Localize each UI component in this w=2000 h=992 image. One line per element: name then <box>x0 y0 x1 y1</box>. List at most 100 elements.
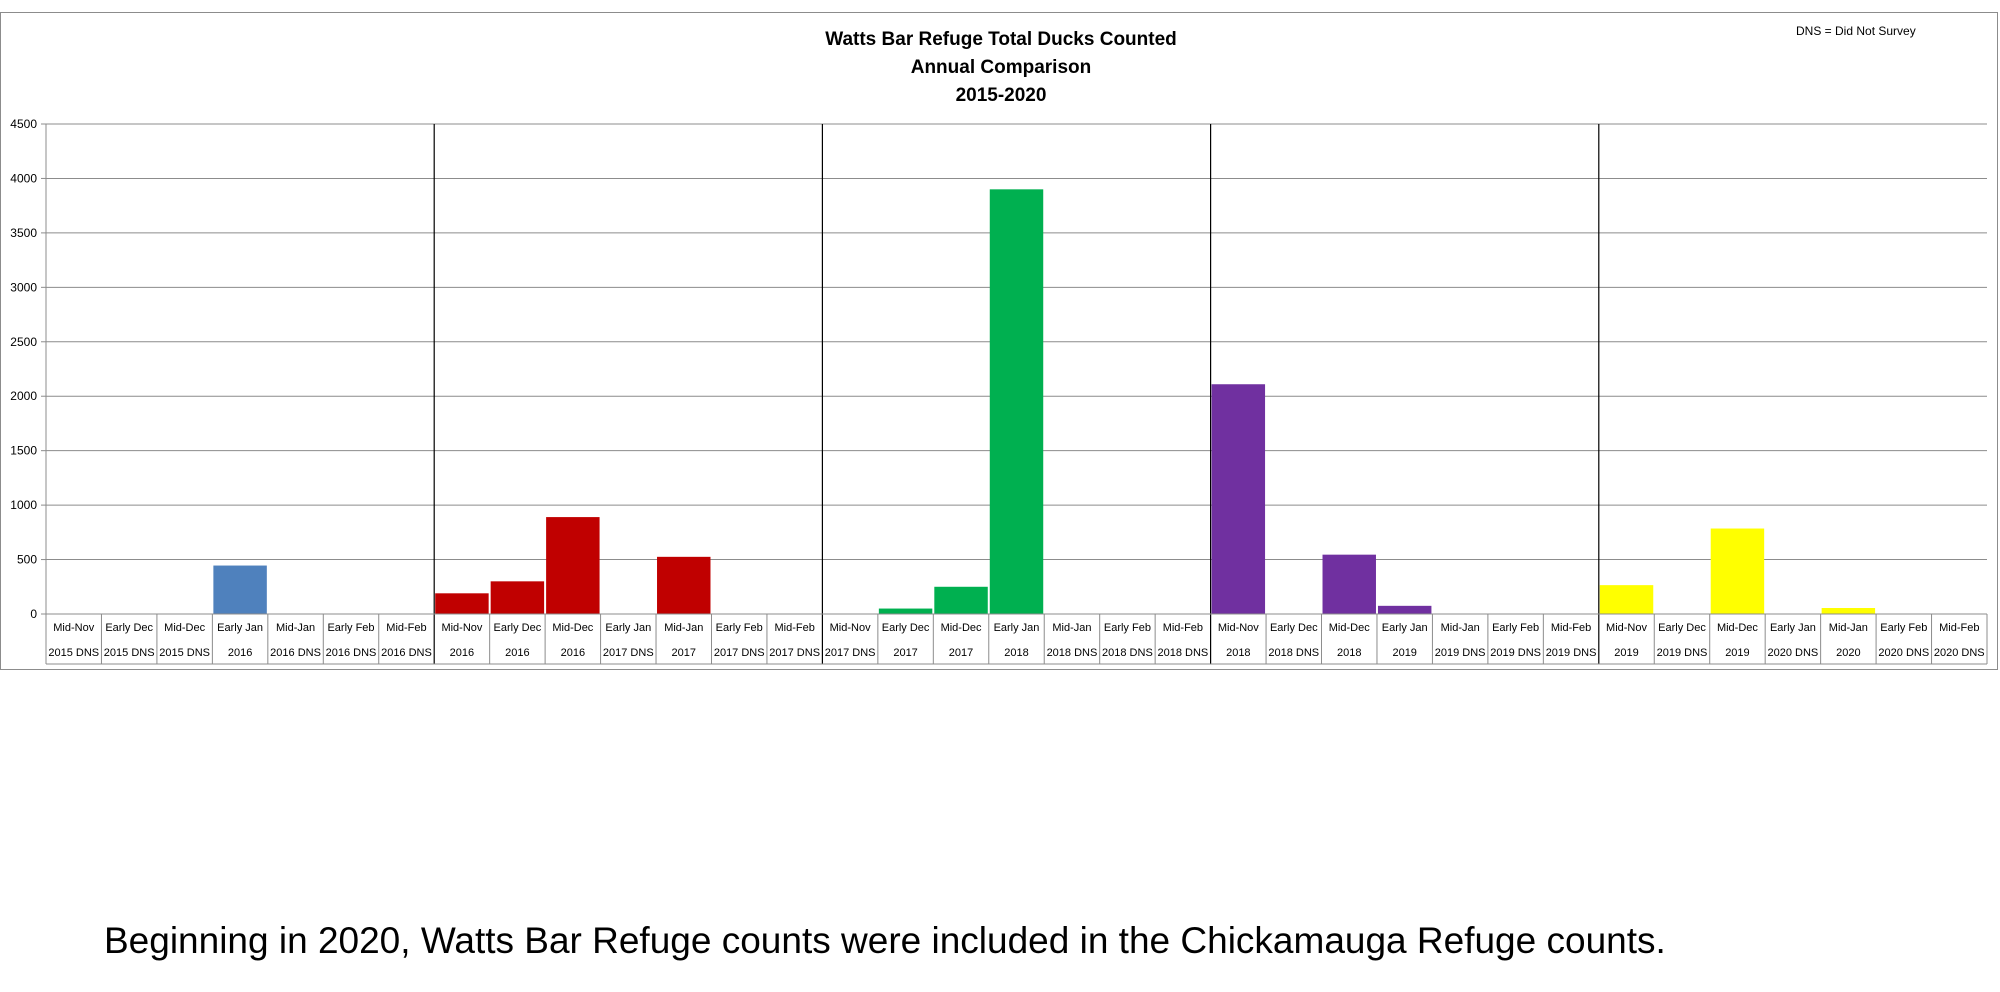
x-tick-label-period: Early Dec <box>494 622 542 634</box>
x-tick-label-year: 2018 <box>1226 647 1250 659</box>
x-tick-label-period: Mid-Feb <box>1939 622 1979 634</box>
chart-title: Watts Bar Refuge Total Ducks Counted Ann… <box>825 29 1177 106</box>
x-tick-label-year: 2017 DNS <box>603 647 654 659</box>
bar <box>490 581 545 614</box>
x-tick-label-year: 2018 <box>1337 647 1361 659</box>
y-tick-label: 0 <box>30 607 37 621</box>
x-tick-label-year: 2018 DNS <box>1157 647 1208 659</box>
x-tick-label-year: 2017 <box>949 647 973 659</box>
x-tick-label-year: 2017 DNS <box>714 647 765 659</box>
x-tick-label-period: Mid-Dec <box>552 622 593 634</box>
x-tick-label-year: 2017 DNS <box>769 647 820 659</box>
x-tick-label-period: Early Jan <box>217 622 263 634</box>
x-tick-label-year: 2020 <box>1836 647 1860 659</box>
y-tick-label: 3500 <box>10 226 37 240</box>
bars <box>213 189 1876 615</box>
x-tick-label-period: Early Dec <box>882 622 930 634</box>
x-tick-label-year: 2018 DNS <box>1268 647 1319 659</box>
x-tick-label-period: Mid-Feb <box>774 622 814 634</box>
y-tick-label: 1000 <box>10 498 37 512</box>
y-tick-label: 1500 <box>10 444 37 458</box>
x-tick-label-period: Early Dec <box>105 622 153 634</box>
x-tick-label-period: Mid-Nov <box>1606 622 1647 634</box>
bar <box>1821 608 1876 614</box>
x-tick-label-year: 2015 DNS <box>104 647 155 659</box>
x-tick-label-period: Early Jan <box>605 622 651 634</box>
x-tick-label-year: 2017 <box>893 647 917 659</box>
x-tick-label-year: 2020 DNS <box>1934 647 1985 659</box>
bar <box>213 565 267 614</box>
x-tick-label-period: Mid-Feb <box>1163 622 1203 634</box>
x-tick-label-period: Mid-Nov <box>441 622 482 634</box>
x-tick-label-year: 2019 DNS <box>1657 647 1708 659</box>
duck-count-chart: Watts Bar Refuge Total Ducks Counted Ann… <box>10 24 1988 665</box>
bar <box>1377 605 1432 614</box>
y-tick-label: 4000 <box>10 171 37 185</box>
x-tick-label-year: 2019 DNS <box>1546 647 1597 659</box>
bar <box>1211 384 1266 614</box>
x-tick-label-year: 2016 <box>561 647 585 659</box>
x-tick-label-period: Mid-Dec <box>941 622 982 634</box>
chart-years-line: 2015-2020 <box>956 85 1047 106</box>
x-tick-label-year: 2016 DNS <box>270 647 321 659</box>
y-tick-label: 3000 <box>10 280 37 294</box>
x-tick-label-year: 2020 DNS <box>1768 647 1819 659</box>
x-tick-label-year: 2016 DNS <box>326 647 377 659</box>
x-tick-label-year: 2019 DNS <box>1435 647 1486 659</box>
x-tick-label-period: Early Jan <box>994 622 1040 634</box>
x-tick-label-year: 2019 DNS <box>1490 647 1541 659</box>
bar <box>1710 528 1765 614</box>
axes <box>41 123 1988 665</box>
bar <box>657 556 711 614</box>
x-tick-label-period: Mid-Dec <box>1717 622 1758 634</box>
y-tick-label: 2000 <box>10 389 37 403</box>
x-tick-label-period: Early Jan <box>1382 622 1428 634</box>
x-tick-label-period: Mid-Jan <box>1829 622 1868 634</box>
x-tick-label-period: Early Jan <box>1770 622 1816 634</box>
y-tick-label: 2500 <box>10 335 37 349</box>
bar <box>546 517 600 614</box>
bar <box>878 608 933 614</box>
chart-frame: Watts Bar Refuge Total Ducks Counted Ann… <box>0 12 1998 670</box>
x-tick-label-year: 2015 DNS <box>159 647 210 659</box>
x-tick-label-period: Early Dec <box>1658 622 1706 634</box>
bar <box>934 586 988 614</box>
x-tick-label-year: 2016 DNS <box>381 647 432 659</box>
x-tick-label-year: 2018 <box>1004 647 1028 659</box>
x-tick-label-year: 2016 <box>450 647 474 659</box>
x-tick-label-period: Mid-Jan <box>664 622 703 634</box>
x-tick-label-period: Early Feb <box>327 622 374 634</box>
x-tick-label-year: 2015 DNS <box>48 647 99 659</box>
x-tick-label-period: Mid-Jan <box>276 622 315 634</box>
dns-legend-note: DNS = Did Not Survey <box>1796 24 1916 38</box>
x-tick-label-period: Mid-Nov <box>830 622 871 634</box>
bar <box>435 593 489 614</box>
x-tick-label-period: Early Feb <box>1104 622 1151 634</box>
bar <box>1322 554 1376 614</box>
x-tick-label-period: Mid-Dec <box>1329 622 1370 634</box>
bar <box>1599 585 1654 614</box>
bar <box>989 189 1044 615</box>
y-tick-label: 4500 <box>10 117 37 131</box>
chart-subtitle-line: Annual Comparison <box>911 57 1092 78</box>
x-tick-label-year: 2017 <box>672 647 696 659</box>
x-tick-label-year: 2019 <box>1392 647 1416 659</box>
x-tick-label-year: 2019 <box>1614 647 1638 659</box>
x-tick-label-period: Mid-Nov <box>53 622 94 634</box>
x-tick-label-year: 2018 DNS <box>1102 647 1153 659</box>
x-tick-label-period: Mid-Feb <box>386 622 426 634</box>
x-tick-label-period: Mid-Dec <box>164 622 205 634</box>
x-tick-label-year: 2018 DNS <box>1047 647 1098 659</box>
x-tick-label-year: 2016 <box>228 647 252 659</box>
chart-title-line: Watts Bar Refuge Total Ducks Counted <box>825 29 1177 50</box>
x-tick-label-period: Mid-Jan <box>1441 622 1480 634</box>
footer-note: Beginning in 2020, Watts Bar Refuge coun… <box>104 920 1666 961</box>
x-tick-label-period: Early Feb <box>1492 622 1539 634</box>
x-tick-label-year: 2020 DNS <box>1878 647 1929 659</box>
x-tick-label-period: Early Dec <box>1270 622 1318 634</box>
y-tick-label: 500 <box>17 553 37 567</box>
x-tick-label-year: 2016 <box>505 647 529 659</box>
x-tick-label-period: Early Feb <box>1880 622 1927 634</box>
axis-labels: 0 500 1000 1500 2000 2500 3000 3500 4000 4500 Mid-… <box>10 117 1984 659</box>
x-tick-label-year: 2019 <box>1725 647 1749 659</box>
